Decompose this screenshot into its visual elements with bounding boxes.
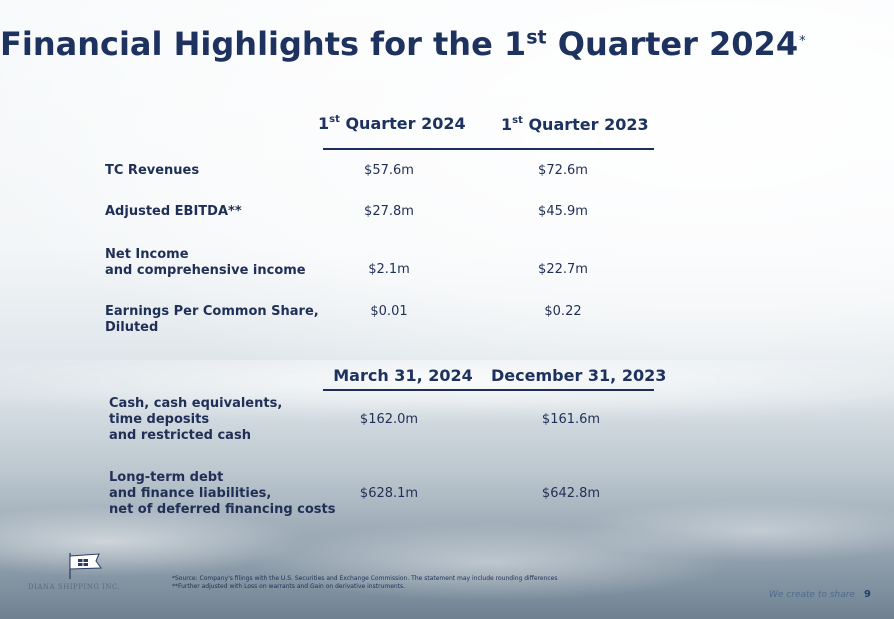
cash-march-2024: $162.0m [359,412,419,427]
adjusted-ebitda-q1-2023: $45.9m [538,204,588,219]
flag-logo-icon [69,553,102,579]
table2-header-march-2024: March 31, 2024 [333,366,473,385]
company-logo: DIANA SHIPPING INC. [28,552,124,594]
adjusted-ebitda-q1-2024: $27.8m [364,204,414,219]
title-superscript: st [526,26,547,49]
label-line: and restricted cash [109,428,251,443]
footnotes: *Source: Company's filings with the U.S.… [172,575,558,591]
label-line: Diluted [105,320,159,335]
table1-header-q1-2024: 1st Quarter 2024 [318,114,466,133]
label-line: Long-term debt [109,470,224,485]
net-income-q1-2024: $2.1m [368,262,410,277]
page-number: 9 [864,589,871,600]
net-income-q1-2023: $22.7m [538,262,588,277]
table2-header-december-2023: December 31, 2023 [491,366,667,385]
title-rest: Quarter 2024 [546,25,799,63]
row-label-adjusted-ebitda: Adjusted EBITDA** [105,204,242,220]
title-footnote-marker: * [799,34,806,49]
label-line: time deposits [109,412,210,427]
label-line: Adjusted EBITDA** [105,204,242,219]
page-title: Financial Highlights for the 1st Quarter… [0,18,806,68]
tagline: We create to share [769,590,855,600]
row-label-tc-revenues: TC Revenues [105,163,199,179]
cash-december-2023: $161.6m [541,412,601,427]
header-superscript: st [512,115,523,126]
ebitda-footnote: **Further adjusted with Loss on warrants… [172,583,406,590]
long-term-debt-december-2023: $642.8m [541,486,601,501]
label-line: and comprehensive income [105,263,306,278]
label-line: and finance liabilities, [109,486,272,501]
header-prefix: 1 [318,114,330,133]
header-superscript: st [329,114,340,125]
label-line: Net Income [105,247,189,262]
company-logo-text: DIANA SHIPPING INC. [28,583,121,591]
row-label-earnings-per-share: Earnings Per Common Share, Diluted [105,304,319,336]
eps-q1-2023: $0.22 [544,304,582,319]
header-rest: Quarter 2024 [339,114,466,133]
table1-header-q1-2023: 1st Quarter 2023 [501,115,649,134]
label-line: TC Revenues [105,163,200,178]
source-footnote: *Source: Company's filings with the U.S.… [172,575,558,582]
row-label-cash: Cash, cash equivalents, time deposits an… [109,396,282,444]
long-term-debt-march-2024: $628.1m [359,486,419,501]
title-main: Financial Highlights for the 1 [0,25,527,63]
label-line: Cash, cash equivalents, [109,396,283,411]
row-label-net-income: Net Income and comprehensive income [105,247,306,279]
row-label-long-term-debt: Long-term debt and finance liabilities, … [109,470,335,518]
table2-header-divider [323,389,654,391]
tc-revenues-q1-2024: $57.6m [364,163,414,178]
header-prefix: 1 [501,115,513,134]
header-rest: Quarter 2023 [522,115,649,134]
label-line: net of deferred financing costs [109,502,336,517]
tc-revenues-q1-2023: $72.6m [538,163,588,178]
table1-header-divider [323,148,654,150]
sea-background [0,360,894,619]
eps-q1-2024: $0.01 [370,304,408,319]
label-line: Earnings Per Common Share, [105,304,319,319]
